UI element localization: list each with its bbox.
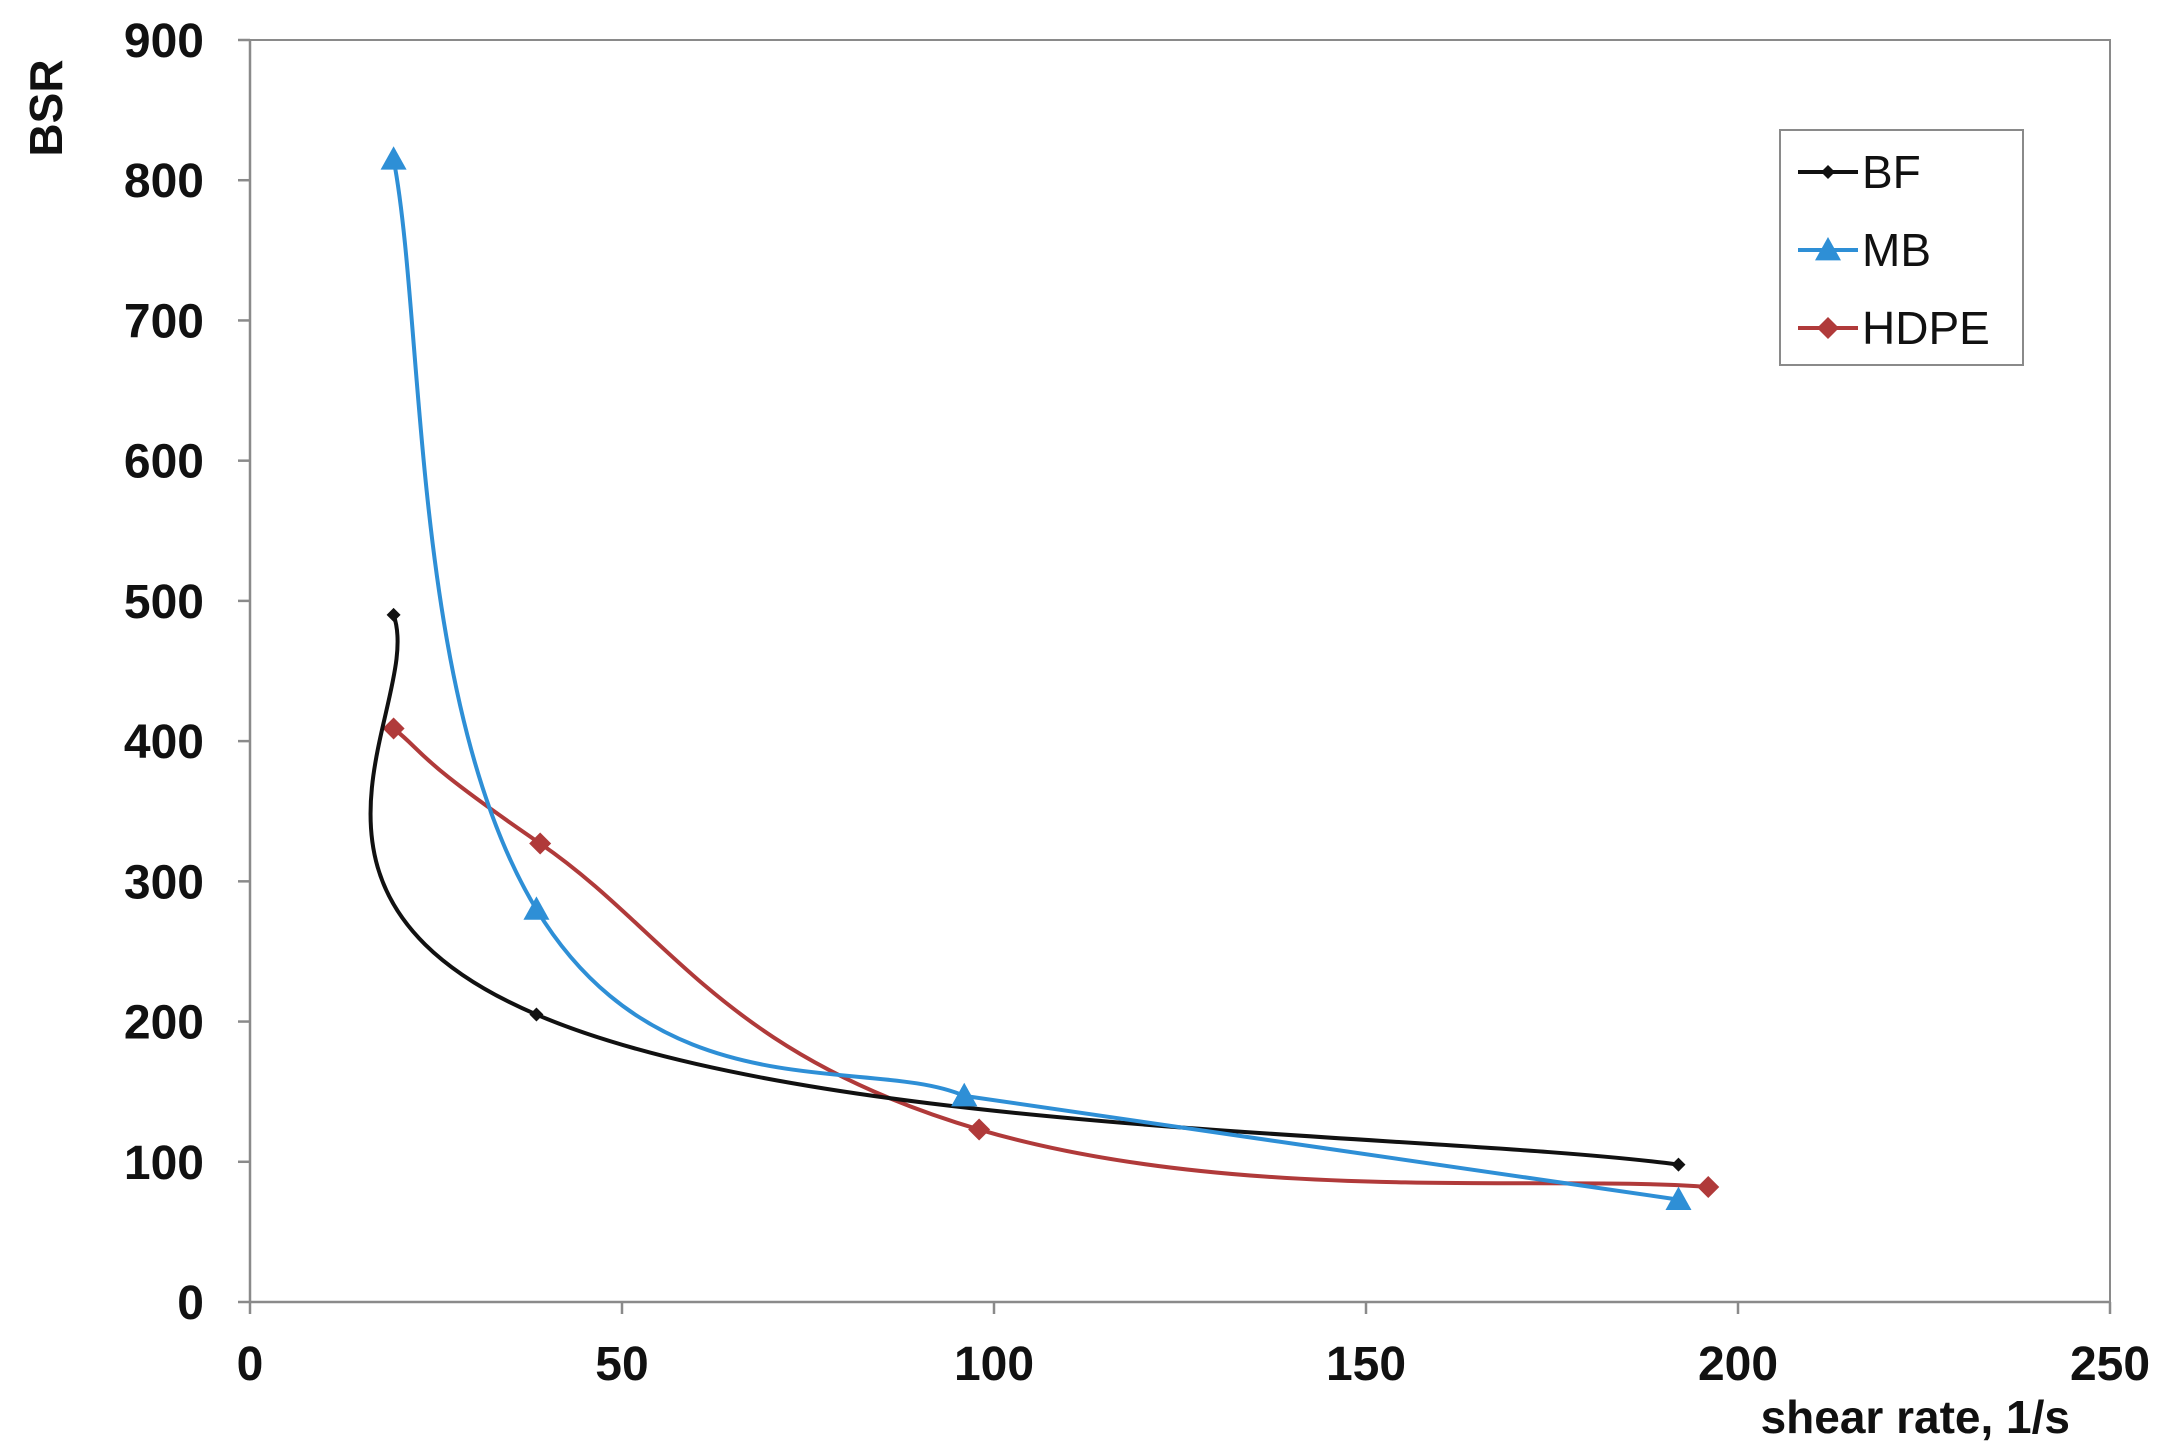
y-tick-label: 100	[124, 1137, 204, 1190]
y-tick-label: 800	[124, 155, 204, 208]
legend: BF MB HDPE	[1779, 129, 2024, 366]
series-line-bf	[368, 612, 1681, 1167]
legend-label-hdpe: HDPE	[1862, 302, 1990, 354]
data-point-bf	[386, 607, 401, 622]
legend-marker-bf	[1821, 165, 1835, 179]
series-line-mb	[391, 157, 967, 1098]
axis-layer: 0 100 200 300 400 500 600 700 800 900 0 50 100 150 200…	[124, 15, 2150, 1391]
data-point-mb_tail	[951, 1082, 978, 1107]
data-point-mb	[523, 896, 550, 920]
y-tick-label: 500	[124, 576, 204, 629]
y-tick-label: 300	[124, 856, 204, 909]
legend-marker-hdpe	[1817, 317, 1839, 339]
x-tick-label: 0	[237, 1338, 264, 1391]
data-point-mb_tail	[1665, 1186, 1692, 1211]
y-tick-label: 600	[124, 436, 204, 489]
data-point-bf	[1671, 1157, 1686, 1172]
x-tick-label: 100	[954, 1338, 1034, 1391]
y-tick-label: 900	[124, 15, 204, 68]
data-point-hdpe	[1697, 1176, 1720, 1199]
y-tick-label: 700	[124, 295, 204, 348]
data-point-bf	[529, 1007, 544, 1022]
y-tick-label: 0	[177, 1277, 204, 1330]
data-point-hdpe	[529, 832, 552, 855]
x-tick-label: 250	[2070, 1338, 2150, 1391]
data-point-hdpe	[968, 1118, 991, 1141]
series-line-mb_tail	[962, 1093, 1681, 1202]
legend-marker-mb	[1815, 237, 1841, 261]
legend-label-mb: MB	[1862, 224, 1931, 276]
x-axis-title: shear rate, 1/s	[1761, 1391, 2070, 1443]
y-tick-label: 200	[124, 997, 204, 1050]
data-point-hdpe	[382, 717, 405, 740]
x-tick-label: 50	[595, 1338, 648, 1391]
series-line-hdpe	[391, 726, 1711, 1190]
y-axis-title: BSR	[20, 59, 72, 156]
legend-label-bf: BF	[1862, 146, 1921, 198]
data-point-mb	[380, 146, 407, 170]
x-tick-label: 150	[1326, 1338, 1406, 1391]
y-tick-label: 400	[124, 716, 204, 769]
x-tick-label: 200	[1698, 1338, 1778, 1391]
series-layer	[368, 146, 1720, 1211]
